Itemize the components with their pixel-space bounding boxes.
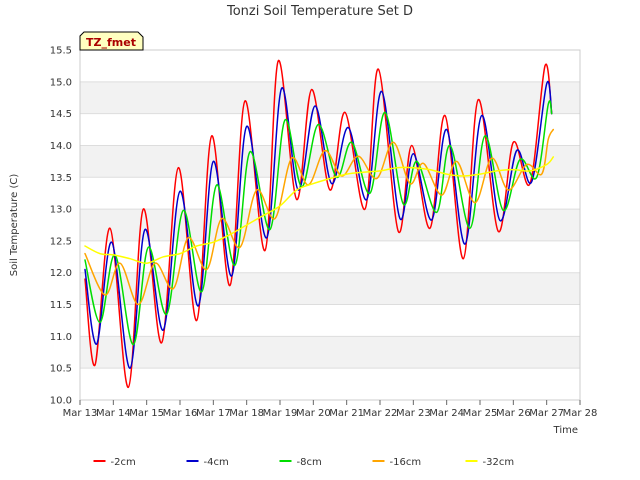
y-tick-label: 14.0	[50, 141, 72, 152]
series-line-2cmcm	[84, 60, 553, 389]
x-tick-label: Mar 25	[463, 408, 498, 419]
legend-label: -16cm	[390, 457, 422, 468]
y-tick-label: 10.5	[50, 364, 72, 375]
x-tick-label: Mar 14	[96, 408, 131, 419]
x-tick-label: Mar 20	[296, 408, 331, 419]
x-tick-label: Mar 16	[163, 408, 198, 419]
y-axis-label: Soil Temperature (C)	[9, 174, 20, 277]
badge-label: TZ_fmet	[86, 36, 136, 49]
x-tick-label: Mar 26	[496, 408, 531, 419]
y-tick-label: 14.5	[50, 109, 72, 120]
x-tick-label: Mar 24	[429, 408, 464, 419]
badge: TZ_fmet	[79, 31, 144, 51]
series-line-8cmcm	[84, 100, 553, 346]
plot-frame	[79, 49, 581, 401]
series-line-16cmcm	[84, 128, 555, 306]
series-line-32cmcm	[84, 156, 555, 264]
x-tick-label: Mar 22	[363, 408, 398, 419]
legend-label: -2cm	[111, 457, 136, 468]
x-axis-label: Time	[553, 425, 578, 436]
x-tick-label: Mar 28	[563, 408, 598, 419]
y-tick-label: 11.0	[50, 332, 72, 343]
y-tick-label: 13.0	[50, 205, 72, 216]
plot-band	[80, 209, 580, 241]
series-line-4cmcm	[84, 80, 553, 369]
series-lines	[84, 60, 555, 389]
x-tick-label: Mar 18	[229, 408, 264, 419]
legend-label: -32cm	[483, 457, 515, 468]
x-tick-label: Mar 17	[196, 408, 231, 419]
legend-label: -8cm	[297, 457, 322, 468]
x-tick-label: Mar 15	[129, 408, 164, 419]
plot-band	[80, 81, 580, 114]
y-tick-label: 13.5	[50, 173, 72, 184]
y-tick-label: 12.0	[50, 268, 72, 279]
plot-band	[80, 113, 580, 146]
plot-band	[80, 368, 580, 400]
legend: -2cm -4cm -8cm -16cm -32cm	[93, 457, 515, 468]
legend-label: -4cm	[204, 457, 229, 468]
x-tick-label: Mar 21	[329, 408, 364, 419]
plot-band	[80, 50, 580, 82]
chart-title: Tonzi Soil Temperature Set D	[226, 4, 413, 19]
y-tick-label: 11.5	[50, 300, 72, 311]
badge-box	[79, 31, 144, 51]
x-tick-label: Mar 23	[396, 408, 431, 419]
y-tick-label: 15.5	[50, 46, 72, 57]
plot-bands	[80, 50, 580, 400]
y-tick-label: 12.5	[50, 236, 72, 247]
plot-band	[80, 336, 580, 369]
x-tick-label: Mar 13	[63, 408, 98, 419]
y-tick-label: 10.0	[50, 396, 72, 407]
x-tick-label: Mar 19	[263, 408, 298, 419]
plot-band	[80, 272, 580, 305]
x-tick-label: Mar 27	[529, 408, 564, 419]
y-tick-label: 15.0	[50, 77, 72, 88]
y-ticks: 10.0 10.5 11.0 11.5 12.0 12.5 13.0 13.5 14.0 14.5…	[50, 46, 72, 407]
